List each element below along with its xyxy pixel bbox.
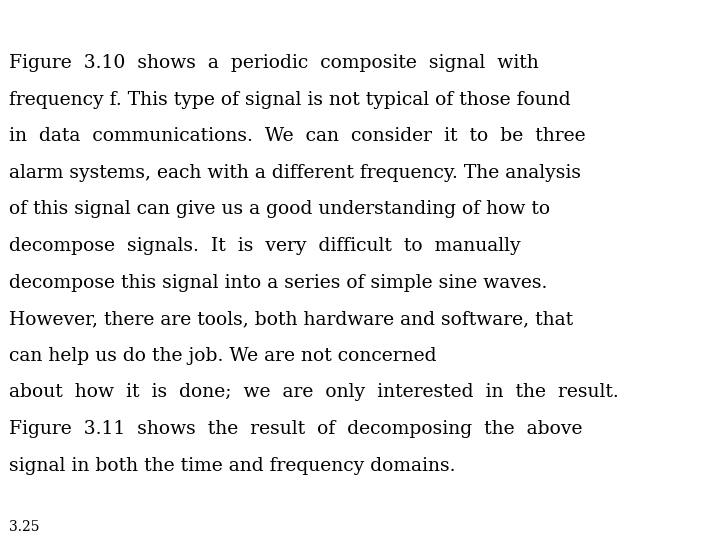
Text: signal in both the time and frequency domains.: signal in both the time and frequency do… xyxy=(9,457,456,475)
Text: of this signal can give us a good understanding of how to: of this signal can give us a good unders… xyxy=(9,200,551,219)
Text: decompose this signal into a series of simple sine waves.: decompose this signal into a series of s… xyxy=(9,274,548,292)
Text: in  data  communications.  We  can  consider  it  to  be  three: in data communications. We can consider … xyxy=(9,127,586,145)
Text: decompose  signals.  It  is  very  difficult  to  manually: decompose signals. It is very difficult … xyxy=(9,237,521,255)
Text: Example 3.8: Example 3.8 xyxy=(9,6,201,33)
Text: 3.25: 3.25 xyxy=(9,519,40,534)
Text: Figure  3.10  shows  a  periodic  composite  signal  with: Figure 3.10 shows a periodic composite s… xyxy=(9,54,539,72)
Text: about  how  it  is  done;  we  are  only  interested  in  the  result.: about how it is done; we are only intere… xyxy=(9,383,619,401)
Text: frequency f. This type of signal is not typical of those found: frequency f. This type of signal is not … xyxy=(9,91,571,109)
Text: Figure  3.11  shows  the  result  of  decomposing  the  above: Figure 3.11 shows the result of decompos… xyxy=(9,420,583,438)
Text: can help us do the job. We are not concerned: can help us do the job. We are not conce… xyxy=(9,347,437,365)
Text: However, there are tools, both hardware and software, that: However, there are tools, both hardware … xyxy=(9,310,574,328)
Text: alarm systems, each with a different frequency. The analysis: alarm systems, each with a different fre… xyxy=(9,164,581,182)
